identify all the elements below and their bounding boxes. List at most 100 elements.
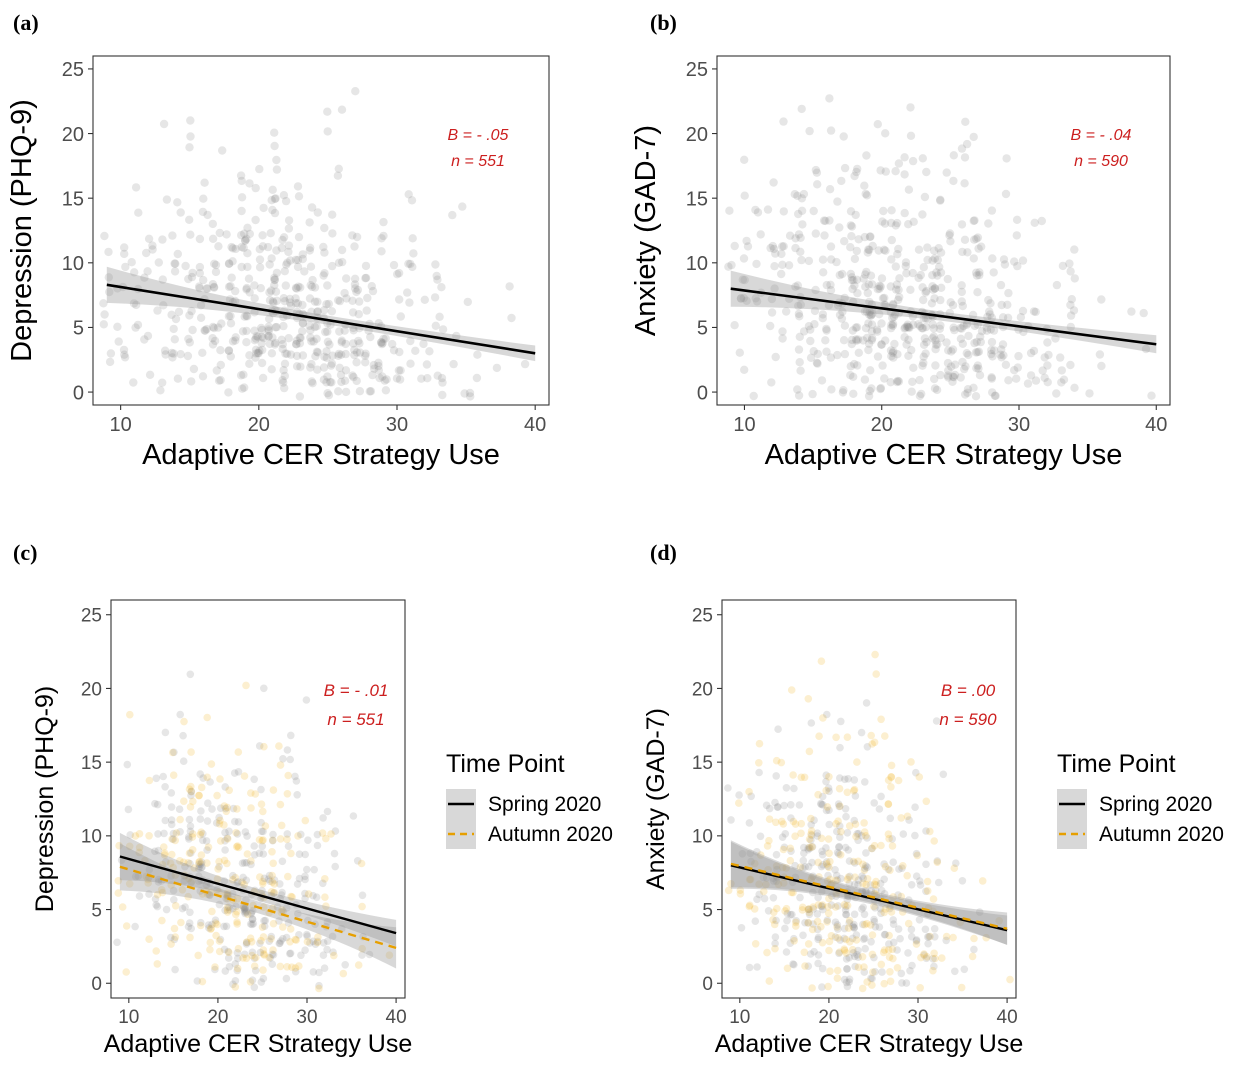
data-point bbox=[808, 858, 816, 867]
data-point bbox=[430, 293, 440, 302]
data-point bbox=[837, 874, 845, 883]
stat-annotation-n: n = 590 bbox=[939, 710, 997, 729]
data-point bbox=[268, 333, 277, 342]
data-point bbox=[323, 945, 331, 954]
data-point bbox=[294, 909, 302, 918]
data-point bbox=[867, 336, 876, 345]
data-point bbox=[838, 307, 847, 316]
data-point bbox=[151, 895, 160, 903]
data-point bbox=[884, 865, 893, 874]
data-point bbox=[241, 903, 250, 912]
data-point bbox=[952, 859, 960, 867]
stat-annotation-n: n = 590 bbox=[1074, 153, 1128, 170]
data-point bbox=[843, 895, 852, 904]
data-point bbox=[974, 347, 984, 356]
data-point bbox=[736, 294, 746, 303]
data-point bbox=[891, 221, 900, 230]
data-point bbox=[269, 836, 277, 845]
data-point bbox=[849, 949, 858, 957]
data-point bbox=[837, 314, 847, 323]
data-point bbox=[839, 336, 849, 345]
data-point bbox=[950, 370, 960, 380]
data-point bbox=[819, 268, 828, 277]
data-point bbox=[233, 907, 241, 916]
data-point bbox=[925, 932, 933, 941]
data-point bbox=[170, 748, 178, 757]
data-point bbox=[824, 871, 832, 880]
data-point bbox=[747, 857, 755, 866]
data-point bbox=[153, 306, 162, 315]
data-point bbox=[877, 886, 886, 895]
data-point bbox=[185, 311, 194, 320]
data-point bbox=[808, 843, 816, 851]
data-point bbox=[870, 841, 879, 850]
data-point bbox=[975, 270, 984, 280]
data-point bbox=[250, 842, 258, 850]
data-point bbox=[258, 842, 267, 851]
data-point bbox=[859, 274, 868, 283]
data-point bbox=[921, 322, 931, 332]
data-point bbox=[206, 938, 215, 947]
data-point bbox=[282, 933, 291, 942]
data-point bbox=[1067, 295, 1077, 304]
data-point bbox=[327, 307, 337, 316]
data-point bbox=[990, 346, 999, 355]
data-point bbox=[255, 245, 264, 254]
data-point bbox=[260, 874, 269, 883]
data-point bbox=[933, 340, 942, 349]
data-point bbox=[898, 908, 907, 916]
data-point bbox=[915, 916, 924, 924]
data-point bbox=[857, 728, 866, 737]
data-point bbox=[199, 194, 208, 203]
data-point bbox=[250, 851, 259, 859]
data-point bbox=[264, 331, 273, 341]
data-point bbox=[207, 760, 216, 768]
data-point bbox=[265, 296, 275, 305]
data-point bbox=[271, 194, 280, 203]
data-point bbox=[269, 786, 278, 794]
data-point bbox=[162, 905, 171, 914]
data-point bbox=[864, 391, 874, 401]
data-point bbox=[251, 790, 260, 798]
data-point bbox=[378, 372, 387, 381]
data-point bbox=[154, 258, 163, 267]
data-point bbox=[196, 887, 205, 895]
data-point bbox=[238, 327, 248, 336]
data-point bbox=[774, 880, 783, 889]
data-point bbox=[234, 843, 243, 852]
data-point bbox=[171, 836, 179, 845]
data-point bbox=[875, 284, 884, 293]
data-point bbox=[176, 350, 185, 359]
data-point bbox=[295, 874, 304, 883]
data-point bbox=[789, 960, 797, 968]
data-point bbox=[215, 820, 224, 828]
data-point bbox=[377, 234, 386, 243]
data-point bbox=[958, 877, 967, 885]
data-point bbox=[912, 872, 921, 880]
data-point bbox=[936, 248, 946, 257]
data-point bbox=[871, 650, 879, 659]
data-point bbox=[806, 325, 815, 334]
data-point bbox=[767, 308, 777, 317]
data-point bbox=[423, 374, 432, 383]
data-point bbox=[241, 909, 249, 918]
data-point bbox=[781, 830, 790, 838]
data-point bbox=[805, 905, 813, 913]
data-point bbox=[266, 229, 275, 238]
data-point bbox=[202, 284, 211, 293]
data-point bbox=[134, 872, 143, 880]
data-point bbox=[962, 320, 971, 329]
data-point bbox=[195, 284, 204, 293]
data-point bbox=[145, 370, 155, 379]
data-point bbox=[799, 327, 809, 336]
data-point bbox=[785, 231, 795, 240]
data-point bbox=[1026, 348, 1036, 358]
data-point bbox=[852, 931, 861, 939]
data-point bbox=[284, 842, 293, 850]
data-point bbox=[226, 906, 234, 914]
data-point bbox=[922, 827, 930, 835]
data-point bbox=[224, 954, 233, 962]
data-point bbox=[773, 904, 781, 913]
data-point bbox=[283, 963, 291, 971]
data-point bbox=[894, 925, 903, 933]
